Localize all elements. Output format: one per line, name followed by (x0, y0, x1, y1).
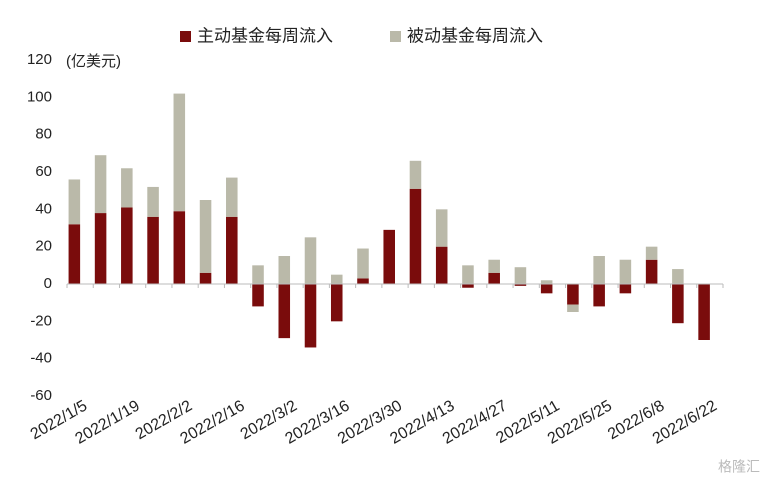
y-tick-label: -40 (30, 350, 52, 367)
bar (514, 267, 527, 284)
bar (226, 177, 238, 217)
bar (147, 186, 159, 217)
bar (488, 259, 500, 273)
bar (672, 269, 684, 284)
y-tick-label: 0 (44, 275, 52, 292)
bar (540, 280, 553, 284)
bar (94, 213, 107, 284)
bar (567, 304, 579, 312)
y-tick-label: 40 (35, 200, 52, 217)
legend-label: 主动基金每周流入 (197, 26, 333, 45)
bar (147, 216, 159, 284)
bar (645, 259, 658, 284)
bar (304, 284, 317, 348)
legend-swatch (180, 31, 191, 42)
y-tick-label: 60 (35, 163, 52, 180)
bar (645, 246, 658, 260)
bar (435, 246, 448, 284)
bar (593, 284, 605, 307)
bar (226, 216, 238, 284)
y-tick-label: -20 (30, 312, 52, 329)
bar (619, 259, 632, 284)
bar (173, 93, 186, 212)
bar (121, 168, 133, 208)
bar (199, 200, 212, 273)
bar (252, 284, 264, 307)
bar (68, 224, 81, 284)
y-tick-label: 100 (27, 88, 52, 105)
y-axis-label: (亿美元) (66, 53, 121, 70)
bar (672, 284, 684, 324)
bar (567, 284, 579, 305)
bar (199, 272, 212, 284)
bar (68, 179, 81, 225)
bar (357, 248, 369, 279)
bar (540, 284, 553, 294)
legend-swatch (390, 31, 401, 42)
bar (304, 237, 317, 284)
bar (488, 272, 500, 284)
bar (409, 188, 422, 284)
y-tick-label: 20 (35, 238, 52, 255)
bar (330, 274, 343, 284)
bar (94, 155, 107, 214)
bar (383, 229, 395, 284)
bar (698, 284, 710, 340)
bar (593, 256, 605, 284)
bar (121, 207, 133, 284)
bar (619, 284, 632, 294)
y-tick-label: 120 (27, 51, 52, 68)
bar (278, 284, 291, 339)
bar (462, 265, 474, 284)
y-tick-label: -60 (30, 387, 52, 404)
bar (409, 160, 422, 189)
bar (462, 284, 474, 288)
bar (252, 265, 264, 284)
y-tick-label: 80 (35, 126, 52, 143)
bar (173, 211, 186, 284)
bar (435, 209, 448, 247)
bar (357, 278, 369, 284)
bar (330, 284, 343, 322)
bar (514, 284, 527, 286)
legend-label: 被动基金每周流入 (407, 26, 543, 45)
watermark: 格隆汇 (718, 459, 760, 475)
bar (278, 256, 291, 284)
